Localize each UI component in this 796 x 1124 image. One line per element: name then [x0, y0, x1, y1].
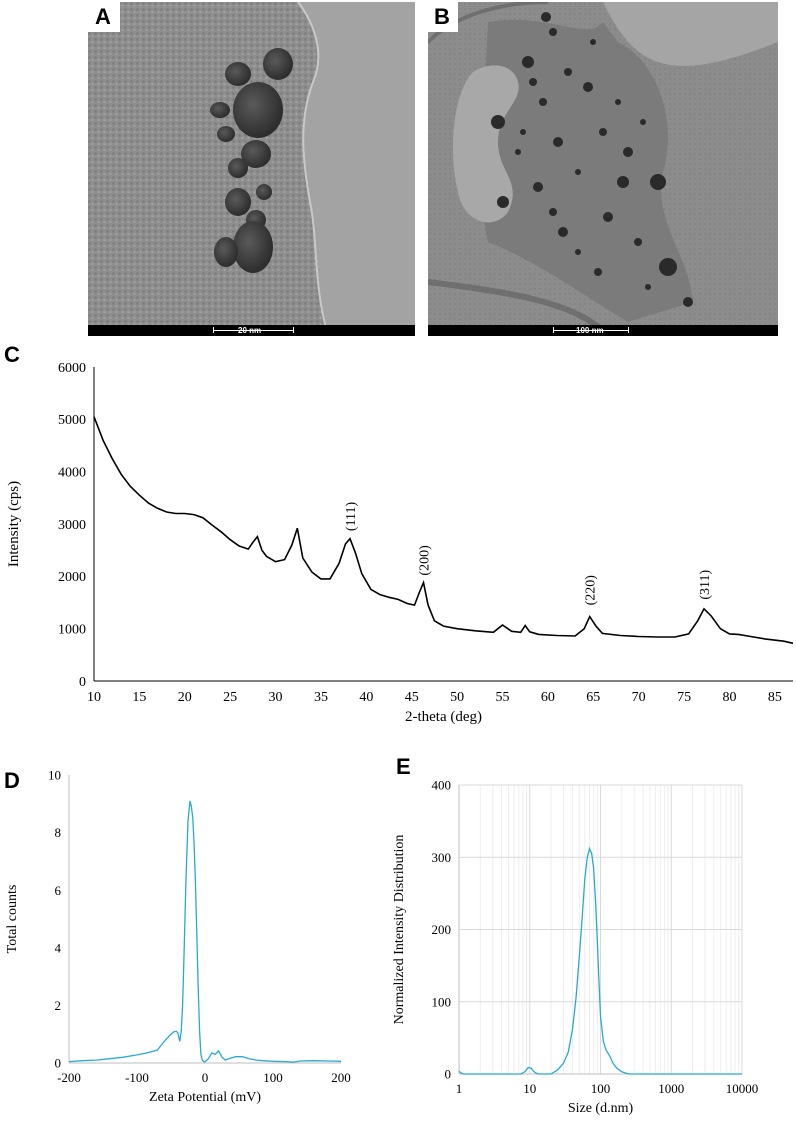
scale-bar-a: 20 nm — [88, 325, 415, 336]
tem-b-graphic — [428, 2, 778, 336]
x-tick-label: 0 — [202, 1070, 209, 1085]
x-tick-label: -100 — [125, 1070, 149, 1085]
x-tick-label: 55 — [496, 690, 510, 705]
x-tick-label: 1000 — [658, 1081, 684, 1096]
scale-label-b: 100 nm — [576, 326, 604, 335]
x-tick-label: 20 — [178, 690, 192, 705]
y-tick-label: 5000 — [58, 413, 86, 428]
x-tick-label: -200 — [57, 1070, 81, 1085]
label-box-b — [428, 2, 458, 32]
y-tick-label: 8 — [55, 825, 62, 840]
y-axis-label: Normalized Intensity Distribution — [392, 835, 407, 1025]
series-line-e — [458, 846, 742, 1075]
x-tick-label: 200 — [331, 1070, 351, 1085]
tem-image-a: 20 nm — [88, 2, 415, 336]
y-tick-label: 100 — [432, 994, 452, 1009]
y-tick-label: 1000 — [58, 623, 86, 638]
y-axis-label: Intensity (cps) — [6, 481, 22, 567]
x-tick-label: 25 — [223, 690, 237, 705]
panel-label-a: A — [95, 4, 111, 29]
y-tick-label: 300 — [432, 850, 452, 865]
x-tick-label: 35 — [314, 690, 328, 705]
x-tick-label: 60 — [541, 690, 555, 705]
tem-b-particles — [491, 12, 693, 307]
x-tick-label: 40 — [359, 690, 373, 705]
tem-image-b: 100 nm — [428, 2, 778, 336]
y-tick-label: 2000 — [58, 570, 86, 585]
y-tick-label: 4 — [55, 940, 62, 955]
x-tick-label: 85 — [768, 690, 782, 705]
panel-label-d: D — [4, 768, 20, 793]
peak-label: (111) — [344, 501, 359, 531]
tem-a-graphic — [88, 2, 415, 336]
x-tick-label: 100 — [591, 1081, 611, 1096]
x-tick-label: 65 — [586, 690, 600, 705]
label-box-a — [88, 2, 120, 32]
y-tick-label: 0 — [55, 1056, 62, 1071]
y-axis-label: Total counts — [5, 885, 20, 954]
y-tick-label: 400 — [432, 778, 452, 793]
y-tick-label: 10 — [48, 768, 61, 783]
x-tick-label: 100 — [263, 1070, 283, 1085]
y-tick-label: 2 — [55, 998, 62, 1013]
panel-label-c: C — [4, 342, 20, 367]
x-axis-label: Size (d.nm) — [568, 1101, 634, 1116]
peak-label: (220) — [584, 575, 599, 606]
panel-label-b: B — [434, 4, 450, 29]
x-tick-label: 10 — [87, 690, 101, 705]
x-tick-label: 10000 — [726, 1081, 759, 1096]
y-tick-label: 4000 — [58, 466, 86, 481]
peak-label: (311) — [698, 569, 713, 599]
scale-bar-b: 100 nm — [428, 325, 778, 336]
x-axis-label: 2-theta (deg) — [405, 709, 482, 725]
y-tick-label: 0 — [445, 1067, 452, 1082]
y-tick-label: 6 — [55, 883, 62, 898]
x-tick-label: 50 — [450, 690, 464, 705]
x-tick-label: 30 — [269, 690, 283, 705]
peak-label: (200) — [418, 545, 433, 576]
zeta-chart: -200 -100 0 100 200 0 2 4 6 8 10 Zeta Potential (mV… — [5, 768, 351, 1105]
series-line-d — [68, 800, 342, 1063]
dls-chart: 1 10 100 1000 10000 0 100 200 300 400 Size (d.nm) N… — [392, 778, 759, 1116]
x-tick-label: 1 — [456, 1081, 463, 1096]
x-tick-label: 75 — [677, 690, 691, 705]
y-tick-label: 0 — [79, 675, 86, 690]
xrd-chart: 10 15 20 25 30 35 40 45 50 55 60 65 70 75 80 85 0 1000 200… — [6, 361, 794, 725]
panel-label-e: E — [396, 754, 411, 779]
series-line-c — [93, 416, 794, 645]
x-axis-label: Zeta Potential (mV) — [149, 1090, 261, 1105]
x-tick-label: 15 — [132, 690, 146, 705]
x-tick-label: 45 — [405, 690, 419, 705]
y-tick-label: 200 — [432, 922, 452, 937]
y-tick-label: 6000 — [58, 361, 86, 376]
scale-label-a: 20 nm — [238, 326, 262, 335]
y-tick-label: 3000 — [58, 518, 86, 533]
x-tick-label: 10 — [523, 1081, 536, 1096]
x-tick-label: 70 — [632, 690, 646, 705]
x-tick-label: 80 — [722, 690, 736, 705]
